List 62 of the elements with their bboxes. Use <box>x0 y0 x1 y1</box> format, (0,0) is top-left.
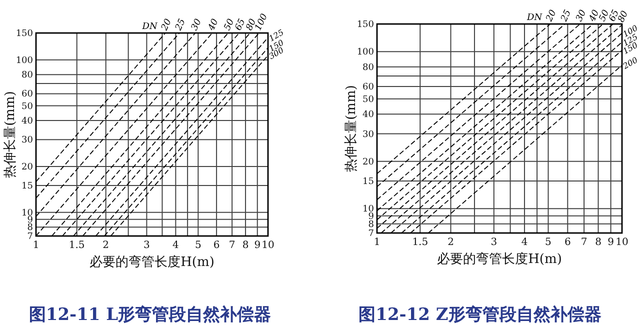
x-tick-label: 3 <box>490 237 498 248</box>
y-tick-label: 50 <box>22 102 34 112</box>
x-tick-label: 5 <box>545 237 552 248</box>
y-tick-label: 20 <box>22 162 34 172</box>
x-tick-label: 6 <box>213 240 220 251</box>
y-tick-label: 100 <box>356 48 374 58</box>
text: 200 <box>620 55 640 72</box>
y-tick-label: 150 <box>356 20 374 30</box>
y-tick-label: 15 <box>22 182 34 192</box>
x-tick-label: 10 <box>616 237 628 248</box>
y-tick-label: 30 <box>362 130 374 140</box>
legend-title: DN <box>526 13 544 23</box>
y-tick-label: 15 <box>362 177 374 188</box>
x-tick-label: 8 <box>242 240 249 251</box>
x-tick-label: 9 <box>254 240 261 251</box>
x-tick-label: 2 <box>102 240 110 251</box>
y-tick-label: 40 <box>22 116 34 127</box>
x-tick-label: 5 <box>194 240 202 251</box>
text: 50 <box>222 17 237 32</box>
text: 25 <box>559 8 574 24</box>
y-axis-title: 热伸长量(mm) <box>3 91 18 178</box>
text: 图12-11 L形弯管段自然补偿器 <box>28 305 272 325</box>
text: 20 <box>544 8 559 24</box>
y-tick-label: 60 <box>22 90 34 100</box>
x-tick-label: 1 <box>32 240 40 251</box>
x-tick-label: 3 <box>144 240 150 251</box>
x-tick-label: 8 <box>595 237 602 248</box>
x-tick-label: 9 <box>608 237 614 248</box>
x-tick-label: 7 <box>228 240 236 251</box>
y-tick-label: 8 <box>368 220 374 230</box>
text: 30 <box>574 8 589 24</box>
x-tick-label: 6 <box>564 237 571 248</box>
text: 25 <box>174 17 188 34</box>
y-tick-label: 100 <box>16 56 34 66</box>
text: 30 <box>190 17 204 32</box>
x-axis-title: 必要的弯管长度H(m) <box>437 251 562 267</box>
x-tick-label: 4 <box>521 237 528 248</box>
x-tick-label: 2 <box>448 237 454 248</box>
y-tick-label: 7 <box>368 229 374 239</box>
x-tick-label: 1 <box>374 237 380 248</box>
y-tick-label: 20 <box>362 157 374 168</box>
y-axis-title: 热伸长量(mm) <box>344 85 359 172</box>
y-tick-label: 80 <box>362 62 374 73</box>
text: 20 <box>160 17 174 34</box>
text: 80 <box>616 9 631 24</box>
text: 100 <box>254 12 270 32</box>
x-tick-label: 10 <box>262 240 274 251</box>
y-tick-label: 30 <box>22 136 34 146</box>
x-tick-label: 1.5 <box>412 237 428 248</box>
text: 图12-12 Z形弯管段自然补偿器 <box>358 305 602 325</box>
y-tick-label: 50 <box>362 94 374 105</box>
y-tick-label: 40 <box>362 110 374 120</box>
legend-title: DN <box>141 22 158 32</box>
y-tick-label: 60 <box>362 82 374 92</box>
x-tick-label: 1.5 <box>68 240 85 251</box>
x-axis-title: 必要的弯管长度H(m) <box>90 254 214 270</box>
y-tick-label: 8 <box>27 223 34 234</box>
x-tick-label: 4 <box>172 240 179 251</box>
x-tick-label: 7 <box>580 237 588 248</box>
text: 40 <box>206 17 221 34</box>
y-tick-label: 150 <box>16 29 34 39</box>
y-tick-label: 80 <box>22 70 34 81</box>
